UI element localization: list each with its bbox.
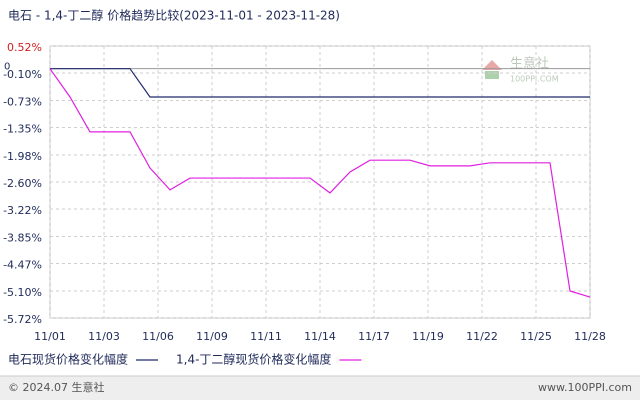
x-tick-label: 11/11 — [250, 330, 282, 343]
y-tick-label: -2.60% — [3, 177, 42, 190]
watermark-site: 100PPI.COM — [510, 75, 559, 84]
zero-label: 0 — [4, 62, 10, 73]
x-tick-label: 11/19 — [412, 330, 444, 343]
y-tick-label: -1.98% — [3, 150, 42, 163]
y-tick-label: 0.52% — [7, 41, 42, 54]
y-tick-label: -3.22% — [3, 204, 42, 217]
chart-title: 电石 - 1,4-丁二醇 价格趋势比较(2023-11-01 - 2023-11… — [8, 8, 340, 23]
x-tick-label: 11/22 — [466, 330, 498, 343]
watermark-name: 生意社 — [510, 56, 549, 72]
x-tick-label: 11/14 — [304, 330, 336, 343]
footer-left: © 2024.07 生意社 — [8, 380, 104, 394]
x-tick-label: 11/25 — [520, 330, 552, 343]
y-tick-label: -0.10% — [3, 68, 42, 81]
legend-label: 电石现货价格变化幅度 — [8, 352, 128, 367]
series-line — [49, 68, 591, 298]
legend-label: 1,4-丁二醇现货价格变化幅度 — [176, 352, 331, 367]
x-tick-label: 11/06 — [142, 330, 174, 343]
x-tick-label: 11/03 — [88, 330, 120, 343]
x-tick-label: 11/17 — [358, 330, 390, 343]
footer-right: www.100PPI.com — [538, 381, 632, 394]
x-tick-label: 11/28 — [574, 330, 606, 343]
series-line — [50, 68, 590, 98]
y-tick-label: -5.10% — [3, 286, 42, 299]
watermark: 生意社 100PPI.COM — [482, 56, 559, 84]
watermark-icon — [485, 71, 499, 79]
y-tick-label: -5.72% — [3, 313, 42, 326]
x-tick-label: 11/01 — [34, 330, 66, 343]
y-tick-label: -0.73% — [3, 95, 42, 108]
footer-band — [0, 376, 640, 400]
y-tick-label: -4.47% — [3, 259, 42, 272]
x-tick-label: 11/09 — [196, 330, 228, 343]
y-tick-label: -3.85% — [3, 231, 42, 244]
watermark-icon — [482, 60, 502, 70]
y-tick-label: -1.35% — [3, 123, 42, 136]
